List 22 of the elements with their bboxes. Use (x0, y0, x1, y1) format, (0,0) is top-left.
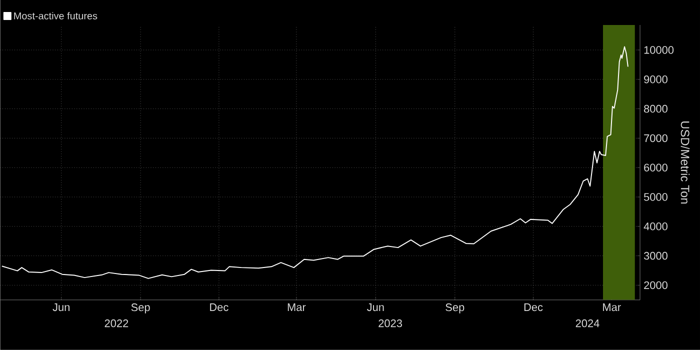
x2-tick-label: 2024 (576, 319, 600, 328)
y-tick-label: 6000 (644, 164, 668, 172)
x2-tick-label: 2022 (104, 319, 128, 328)
x-tick-label: Mar (603, 303, 621, 312)
x-tick-label: Sep (446, 303, 464, 314)
x-tick-label: Dec (524, 303, 543, 312)
y-tick-label: 9000 (644, 76, 668, 84)
y-tick-label: 5000 (644, 193, 668, 201)
y-tick-label: 10000 (644, 46, 674, 54)
x-tick-label: Jun (52, 303, 70, 312)
y-tick-label: 4000 (644, 222, 668, 230)
y-tick-label: 3000 (644, 252, 668, 260)
x-tick-label: Sep (131, 303, 150, 314)
y-tick-label: 2000 (644, 281, 668, 290)
y-tick-label: 8000 (644, 104, 668, 113)
x2-tick-label: 2023 (378, 319, 402, 328)
x-tick-label: Mar (288, 303, 306, 312)
x-tick-label: Dec (210, 303, 228, 312)
legend-label: Most-active futures (14, 12, 98, 20)
x-tick-label: Jun (367, 303, 384, 312)
y-axis-title: USD/Metric Ton (680, 122, 690, 204)
y-tick-label: 7000 (644, 134, 668, 142)
